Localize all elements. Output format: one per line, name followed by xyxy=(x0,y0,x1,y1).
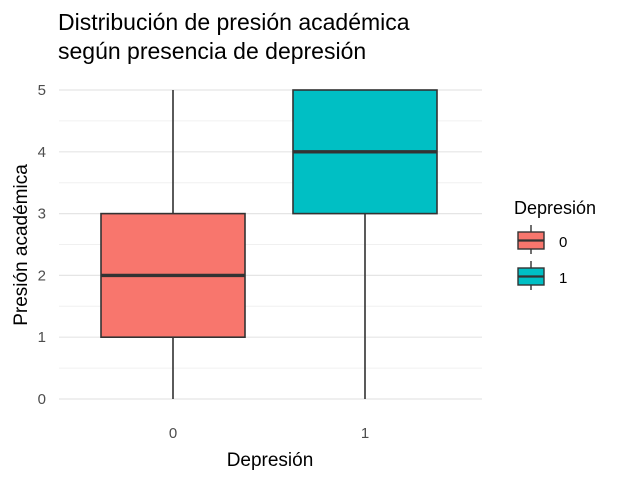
y-tick-label: 1 xyxy=(38,329,46,346)
y-tick-label: 5 xyxy=(38,82,46,99)
y-tick-label: 2 xyxy=(38,267,46,284)
chart-title-line-2: según presencia de depresión xyxy=(58,38,366,64)
legend-title: Depresión xyxy=(514,198,596,218)
legend-entry-0: 0 xyxy=(517,225,567,254)
box-1 xyxy=(292,89,438,399)
legend: Depresión 0 1 xyxy=(514,198,596,290)
y-tick-label: 3 xyxy=(38,206,46,223)
y-axis-title: Presión académica xyxy=(11,164,32,326)
y-tick-label: 4 xyxy=(38,144,46,161)
x-tick-label: 1 xyxy=(361,425,369,442)
y-axis-tick-labels: 0 1 2 3 4 5 xyxy=(38,82,46,408)
legend-entry-1: 1 xyxy=(517,261,567,290)
y-tick-label: 0 xyxy=(38,391,46,408)
box-plot-boxes xyxy=(100,89,438,399)
x-axis-title: Depresión xyxy=(227,450,314,471)
chart-title-line-1: Distribución de presión académica xyxy=(58,9,410,35)
legend-label: 1 xyxy=(559,270,567,287)
box-0 xyxy=(100,90,246,399)
x-tick-label: 0 xyxy=(169,425,177,442)
legend-label: 0 xyxy=(559,234,567,251)
